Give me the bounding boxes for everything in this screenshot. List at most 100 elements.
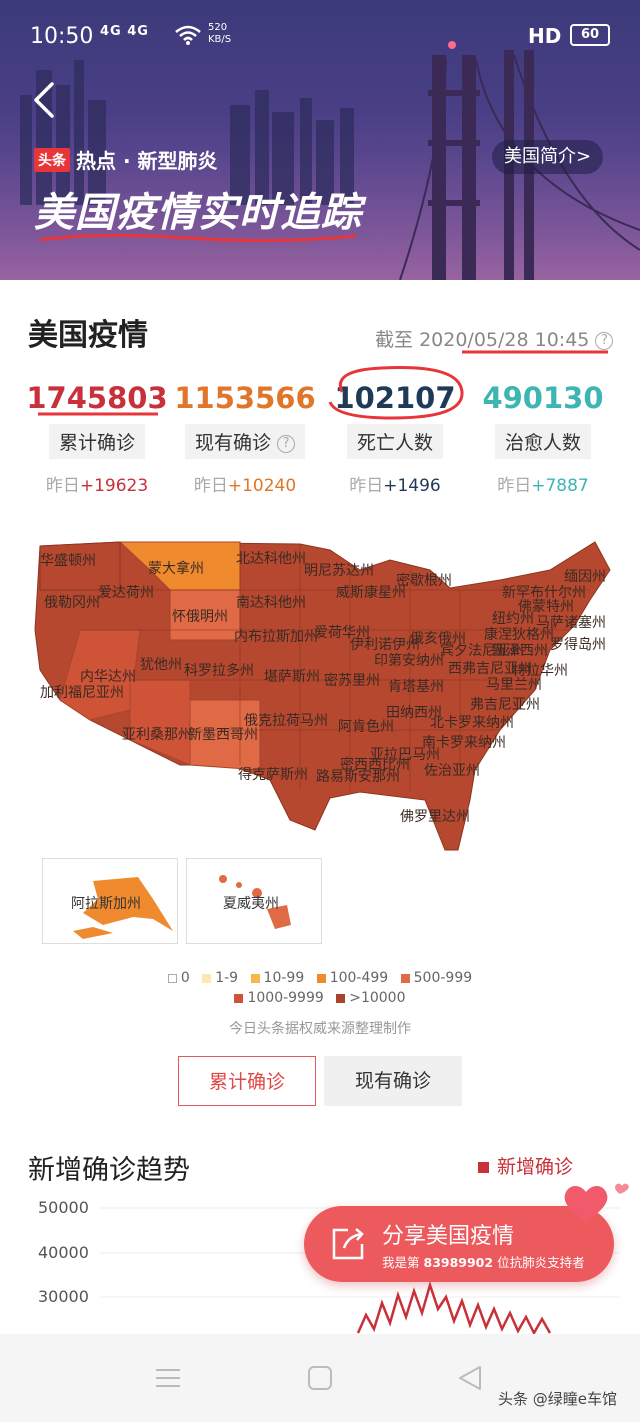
hero-title: 美国疫情实时追踪 bbox=[34, 190, 362, 236]
stat-recovered[interactable]: 490130 治愈人数 昨日+7887 bbox=[468, 380, 618, 496]
stat-deaths[interactable]: 102107 死亡人数 昨日+1496 bbox=[320, 380, 470, 496]
alaska-shape bbox=[73, 877, 173, 939]
trend-legend: 新增确诊 bbox=[478, 1152, 573, 1179]
us-intro-button[interactable]: 美国简介> bbox=[492, 140, 604, 174]
stat-current[interactable]: 1153566 现有确诊 ? 昨日+10240 bbox=[170, 380, 320, 496]
legend-item: 1-9 bbox=[202, 970, 238, 986]
state-label: 新泽西州 bbox=[492, 643, 548, 659]
state-label: 印第安纳州 bbox=[374, 653, 444, 669]
state-label: 新罕布什尔州 bbox=[502, 585, 586, 601]
share-button[interactable]: 分享美国疫情 我是第 83989902 位抗肺炎支持者 bbox=[304, 1206, 614, 1282]
state-label: 明尼苏达州 bbox=[304, 563, 374, 579]
menu-icon[interactable] bbox=[154, 1364, 182, 1392]
map-legend-row2: 1000-9999 >10000 bbox=[0, 990, 640, 1006]
chevron-left-icon bbox=[34, 82, 54, 118]
legend-item: 500-999 bbox=[400, 970, 472, 986]
state-label: 犹他州 bbox=[140, 657, 182, 673]
state-label: 弗吉尼亚州 bbox=[470, 697, 540, 713]
map-legend: 0 1-9 10-99 100-499 500-999 bbox=[0, 970, 640, 986]
state-label: 路易斯安那州 bbox=[316, 769, 400, 785]
toggle-current[interactable]: 现有确诊 bbox=[324, 1056, 462, 1106]
state-label: 内布拉斯加州 bbox=[234, 629, 318, 645]
state-label: 俄勒冈州 bbox=[44, 595, 100, 611]
stat-delta: 昨日+10240 bbox=[193, 476, 297, 496]
state-label: 俄克拉荷马州 bbox=[244, 713, 328, 729]
state-label: 佛蒙特州 bbox=[518, 599, 574, 615]
back-triangle-icon[interactable] bbox=[456, 1364, 484, 1392]
inset-label: 夏威夷州 bbox=[223, 896, 279, 912]
hero-tag-text: 热点 · 新型肺炎 bbox=[76, 149, 218, 173]
state-label: 肯塔基州 bbox=[388, 679, 444, 695]
state-label: 蒙大拿州 bbox=[148, 561, 204, 577]
share-icon bbox=[332, 1228, 364, 1260]
legend-item: 1000-9999 bbox=[234, 990, 324, 1006]
inset-alaska[interactable]: 阿拉斯加州 bbox=[42, 858, 178, 944]
red-underline-annotation bbox=[39, 233, 357, 243]
help-icon[interactable]: ? bbox=[595, 331, 614, 350]
state-label: 西弗吉尼亚州 bbox=[448, 661, 532, 677]
stat-delta: 昨日+19623 bbox=[45, 476, 149, 496]
state-label: 爱荷华州 bbox=[314, 625, 370, 641]
data-source-note: 今日头条据权威来源整理制作 bbox=[229, 1021, 411, 1037]
share-title: 分享美国疫情 bbox=[382, 1224, 515, 1249]
state-label: 南达科他州 bbox=[236, 595, 306, 611]
stat-delta: 昨日+7887 bbox=[497, 476, 589, 496]
state-label: 纽约州 bbox=[492, 611, 534, 627]
summary-title: 美国疫情 bbox=[28, 318, 148, 353]
state-label: 亚拉巴马州 bbox=[370, 747, 440, 763]
us-map[interactable]: 华盛顿州 俄勒冈州 爱达荷州 蒙大拿州 北达科他州 明尼苏达州 密歇根州 缅因州… bbox=[30, 530, 620, 860]
legend-item: 0 bbox=[167, 970, 190, 986]
stat-label: 现有确诊 ? bbox=[184, 424, 306, 459]
us-map-shape bbox=[34, 541, 611, 851]
state-label: 罗得岛州 bbox=[550, 637, 606, 653]
state-label: 爱达荷州 bbox=[98, 585, 154, 601]
state-label: 科罗拉多州 bbox=[184, 663, 254, 679]
network-signal-icon: 4G 4G bbox=[100, 24, 149, 39]
inset-hawaii[interactable]: 夏威夷州 bbox=[186, 858, 322, 944]
wifi-icon bbox=[175, 25, 201, 45]
state-label: 亚利桑那州 bbox=[122, 727, 192, 743]
trend-line bbox=[356, 1280, 552, 1335]
watermark: 头条 @绿瞳e车馆 bbox=[498, 1390, 617, 1408]
hero-banner: 10:50 4G 4G 520 KB/S HD 60 头条 热点 · 新型肺炎 … bbox=[0, 0, 640, 280]
state-label: 密西西比州 bbox=[340, 757, 410, 773]
y-tick-label: 30000 bbox=[38, 1287, 89, 1306]
home-icon[interactable] bbox=[306, 1364, 334, 1392]
stat-value: 490130 bbox=[482, 381, 604, 415]
state-label: 伊利诺伊州 bbox=[350, 637, 420, 653]
state-label: 缅因州 bbox=[564, 569, 606, 585]
stat-cumulative[interactable]: 1745803 累计确诊 昨日+19623 bbox=[22, 380, 172, 496]
back-button[interactable] bbox=[28, 80, 64, 120]
hd-indicator: HD bbox=[528, 24, 562, 48]
state-label: 宾夕法尼亚州 bbox=[440, 643, 524, 659]
stat-value: 102107 bbox=[334, 381, 456, 415]
state-label: 内华达州 bbox=[80, 669, 136, 685]
trend-title: 新增确诊趋势 bbox=[28, 1155, 190, 1186]
battery-icon: 60 bbox=[570, 24, 610, 46]
state-label: 康涅狄格州 bbox=[484, 627, 554, 643]
stat-delta: 昨日+1496 bbox=[349, 476, 441, 496]
state-label: 特拉华州 bbox=[512, 663, 568, 679]
state-label: 佐治亚州 bbox=[424, 763, 480, 779]
legend-item: 100-499 bbox=[316, 970, 388, 986]
system-nav-bar bbox=[0, 1334, 640, 1422]
as-of-time: 截至 2020/05/28 10:45 ? bbox=[375, 325, 614, 352]
status-time: 10:50 bbox=[30, 24, 94, 49]
stat-label: 累计确诊 bbox=[48, 424, 145, 459]
toggle-cumulative[interactable]: 累计确诊 bbox=[178, 1056, 316, 1106]
state-label: 俄亥俄州 bbox=[410, 631, 466, 647]
share-subtitle: 我是第 83989902 位抗肺炎支持者 bbox=[382, 1255, 585, 1270]
state-label: 新墨西哥州 bbox=[188, 727, 258, 743]
state-label: 威斯康星州 bbox=[336, 585, 406, 601]
heart-icon bbox=[564, 1183, 629, 1222]
as-of-prefix: 截至 bbox=[375, 329, 414, 351]
help-icon[interactable]: ? bbox=[277, 434, 296, 453]
state-label: 密歇根州 bbox=[396, 573, 452, 589]
state-label: 北卡罗来纳州 bbox=[430, 715, 514, 731]
state-label: 马里兰州 bbox=[486, 677, 542, 693]
state-label: 堪萨斯州 bbox=[264, 669, 320, 685]
y-tick-label: 50000 bbox=[38, 1198, 89, 1217]
state-label: 阿肯色州 bbox=[338, 719, 394, 735]
stat-label: 死亡人数 bbox=[346, 424, 443, 459]
